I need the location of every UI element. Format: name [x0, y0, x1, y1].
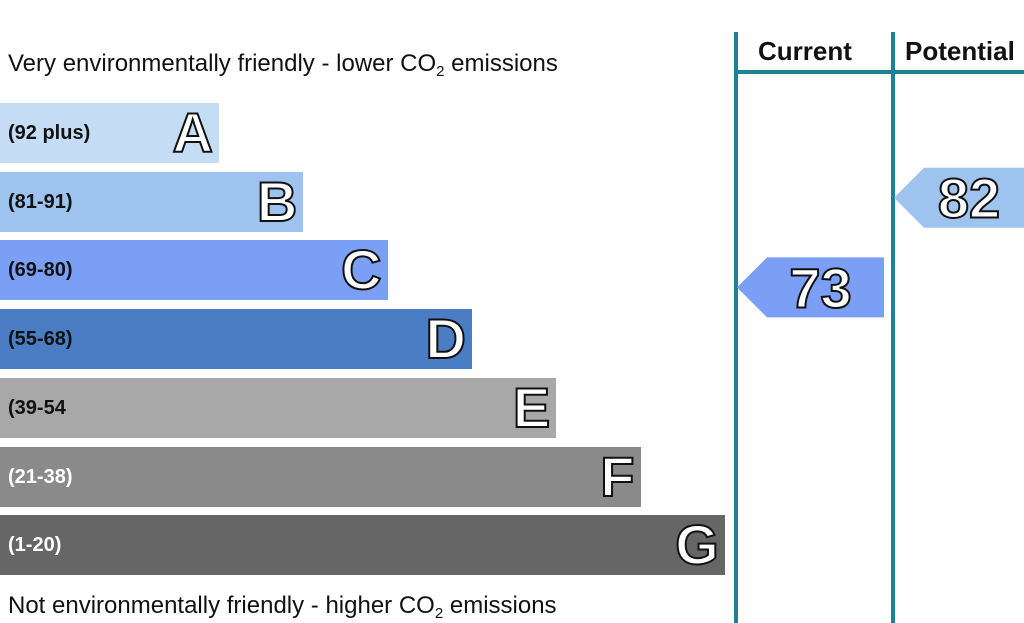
current-arrow-shape	[737, 257, 884, 318]
band-d: (55-68) D	[0, 307, 472, 371]
bottom-caption-text: Not environmentally friendly - higher CO	[8, 592, 435, 619]
band-c-range: (69-80)	[8, 259, 73, 282]
band-e-range: (39-54	[8, 396, 66, 419]
potential-rating-value: 82	[938, 167, 1000, 230]
current-column-header: Current	[758, 36, 852, 66]
top-caption-subscript: 2	[436, 63, 445, 80]
band-g-range: (1-20)	[8, 534, 62, 557]
band-d-range: (55-68)	[8, 328, 73, 351]
band-a-range: (92 plus)	[8, 122, 91, 144]
band-a: (92 plus) A	[0, 101, 219, 164]
band-b-letter: B	[256, 169, 298, 233]
current-column-right-border	[891, 32, 895, 623]
band-g: (1-20) G	[0, 513, 725, 577]
potential-arrow-shape	[894, 167, 1024, 228]
current-rating-value: 73	[789, 256, 851, 319]
band-c: (69-80) C	[0, 238, 388, 302]
band-f-letter: F	[599, 444, 635, 508]
band-c-letter: C	[340, 238, 382, 302]
current-column-left-border	[734, 32, 738, 623]
band-e: (39-54 E	[0, 375, 557, 439]
bottom-caption-subscript: 2	[434, 605, 444, 622]
band-b: (81-91) B	[0, 169, 304, 233]
potential-rating-arrow: 82	[894, 166, 1024, 231]
band-e-letter: E	[512, 375, 551, 439]
band-a-letter: A	[172, 101, 214, 164]
band-f-range: (21-38)	[8, 465, 73, 488]
potential-column-header: Potential	[905, 36, 1015, 66]
top-caption: Very environmentally friendly - lower CO…	[8, 50, 558, 80]
header-divider	[734, 70, 1024, 74]
band-d-letter: D	[424, 307, 466, 371]
top-caption-end: emissions	[444, 50, 558, 77]
band-f: (21-38) F	[0, 444, 641, 508]
top-caption-text: Very environmentally friendly - lower CO	[8, 50, 437, 77]
bottom-caption: Not environmentally friendly - higher CO…	[8, 592, 557, 622]
band-g-letter: G	[674, 513, 720, 577]
current-rating-arrow: 73	[737, 255, 884, 320]
bottom-caption-end: emissions	[443, 592, 557, 619]
band-b-range: (81-91)	[8, 190, 73, 213]
